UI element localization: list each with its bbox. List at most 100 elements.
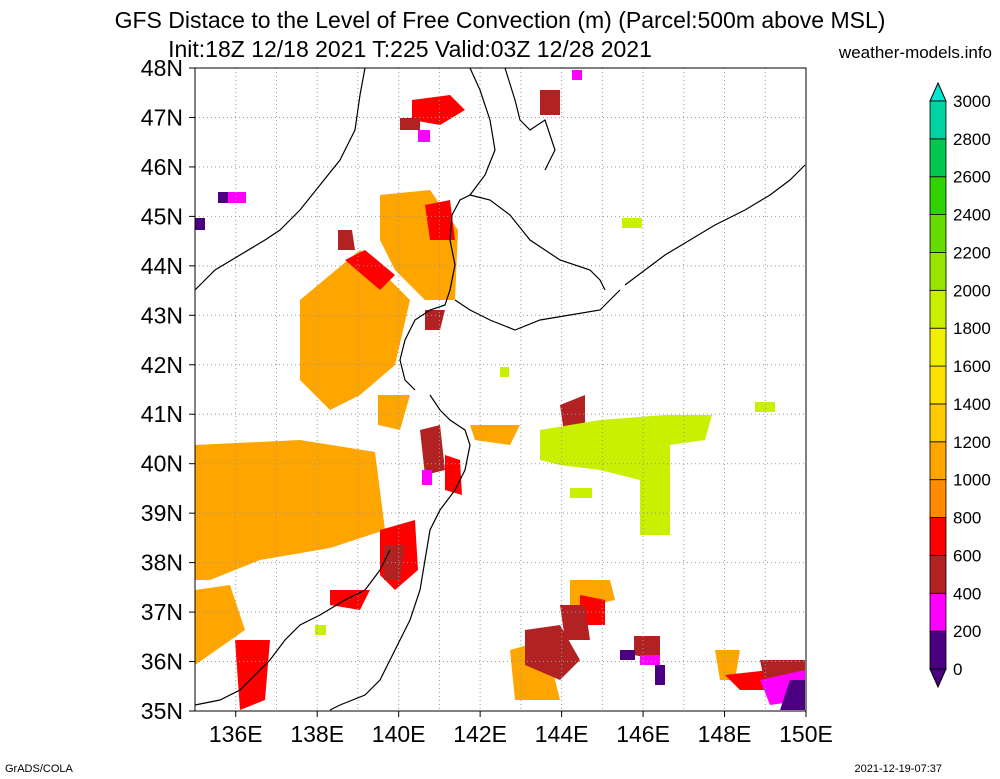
coastline bbox=[399, 67, 496, 391]
map-subtitle: Init:18Z 12/18 2021 T:225 Valid:03Z 12/2… bbox=[168, 36, 652, 62]
lon-tick-label: 140E bbox=[372, 721, 426, 747]
coastline bbox=[504, 67, 556, 171]
colorbar-label: 1400 bbox=[953, 395, 991, 414]
field-patch bbox=[570, 488, 592, 498]
coastline-layer bbox=[194, 67, 806, 711]
lon-tick-label: 146E bbox=[616, 721, 670, 747]
colorbar: 0 200 400 600 800 1000 1200 1400 1600 1800 2000 220… bbox=[929, 81, 991, 689]
field-patch bbox=[425, 310, 445, 330]
colorbar-label: 2400 bbox=[953, 206, 991, 225]
site-label: weather-models.info bbox=[838, 43, 992, 62]
field-patch bbox=[420, 425, 445, 475]
field-patch bbox=[195, 585, 245, 665]
axis-ticks: 136E 138E 140E 142E 144E 146E 148E 150E 35N 36N 37… bbox=[141, 55, 833, 747]
colorbar-cap bbox=[929, 81, 947, 102]
colorbar-swatch bbox=[929, 138, 947, 178]
field-patch bbox=[634, 636, 660, 660]
field-patch bbox=[300, 250, 410, 410]
lon-tick-label: 136E bbox=[209, 721, 263, 747]
lon-tick-label: 150E bbox=[779, 721, 833, 747]
colorbar-swatch bbox=[929, 592, 947, 632]
lon-tick-label: 148E bbox=[698, 721, 752, 747]
field-patch bbox=[540, 90, 560, 115]
lat-tick-label: 48N bbox=[141, 55, 183, 81]
colorbar-label: 1200 bbox=[953, 433, 991, 452]
field-patch bbox=[445, 455, 462, 495]
lat-tick-label: 47N bbox=[141, 104, 183, 130]
lon-tick-label: 138E bbox=[290, 721, 344, 747]
colorbar-label: 2200 bbox=[953, 243, 991, 262]
colorbar-swatch bbox=[929, 555, 947, 594]
map-title: GFS Distace to the Level of Free Convect… bbox=[114, 7, 886, 33]
coastline bbox=[469, 194, 606, 291]
field-patch bbox=[780, 680, 805, 710]
colorbar-swatch bbox=[929, 479, 947, 518]
coastline bbox=[454, 289, 621, 331]
field-patch bbox=[620, 650, 635, 660]
colorbar-swatch bbox=[929, 214, 947, 253]
coastline bbox=[194, 67, 366, 291]
field-patch bbox=[500, 367, 509, 377]
colorbar-label: 1000 bbox=[953, 471, 991, 490]
colorbar-label: 800 bbox=[953, 509, 981, 528]
grid-layer bbox=[194, 67, 807, 712]
lat-tick-label: 45N bbox=[141, 203, 183, 229]
colorbar-swatch bbox=[929, 327, 947, 367]
colorbar-swatch bbox=[929, 252, 947, 291]
field-patch bbox=[418, 130, 430, 142]
field-patch bbox=[235, 640, 270, 710]
field-patch bbox=[422, 470, 432, 485]
colorbar-swatch bbox=[929, 289, 947, 329]
field-patch bbox=[560, 605, 590, 640]
footer-credit: GrADS/COLA bbox=[5, 763, 73, 775]
field-patch bbox=[755, 402, 775, 412]
colorbar-swatch bbox=[929, 100, 947, 140]
lon-tick-label: 142E bbox=[453, 721, 507, 747]
map-frame bbox=[194, 67, 807, 712]
lon-tick-label: 144E bbox=[535, 721, 589, 747]
lat-tick-label: 46N bbox=[141, 154, 183, 180]
colorbar-label: 1800 bbox=[953, 319, 991, 338]
colorbar-swatch bbox=[929, 630, 947, 670]
colorbar-swatch bbox=[929, 517, 947, 556]
field-patch bbox=[195, 218, 205, 230]
coastline bbox=[194, 549, 391, 706]
colorbar-swatch bbox=[929, 176, 947, 216]
lat-tick-label: 36N bbox=[141, 649, 183, 675]
colorbar-swatch bbox=[929, 403, 947, 443]
field-patch bbox=[330, 590, 370, 610]
colorbar-swatch bbox=[929, 441, 947, 481]
lat-tick-label: 44N bbox=[141, 253, 183, 279]
colorbar-cap bbox=[929, 668, 947, 689]
lat-tick-label: 43N bbox=[141, 302, 183, 328]
lat-tick-label: 37N bbox=[141, 599, 183, 625]
lat-tick-label: 35N bbox=[141, 698, 183, 724]
colorbar-label: 600 bbox=[953, 546, 981, 565]
colorbar-label: 2600 bbox=[953, 168, 991, 187]
colorbar-label: 3000 bbox=[953, 92, 991, 111]
field-patch bbox=[655, 665, 665, 685]
colorbar-label: 2000 bbox=[953, 281, 991, 300]
coastline bbox=[624, 164, 806, 286]
colorbar-label: 2800 bbox=[953, 130, 991, 149]
field-patch bbox=[425, 200, 455, 240]
field-patch bbox=[218, 192, 228, 203]
field-patch bbox=[378, 395, 410, 430]
field-patch bbox=[400, 118, 420, 130]
field-patch bbox=[338, 230, 355, 250]
lat-tick-label: 39N bbox=[141, 500, 183, 526]
lat-tick-label: 38N bbox=[141, 550, 183, 576]
field-patch bbox=[384, 545, 405, 580]
field-patch bbox=[540, 415, 712, 535]
field-patch bbox=[470, 425, 520, 445]
field-patch bbox=[228, 192, 246, 203]
lat-tick-label: 42N bbox=[141, 352, 183, 378]
lat-tick-label: 40N bbox=[141, 451, 183, 477]
colorbar-label: 1600 bbox=[953, 357, 991, 376]
lat-tick-label: 41N bbox=[141, 401, 183, 427]
field-patch bbox=[315, 625, 326, 635]
field-patch bbox=[715, 650, 740, 680]
colorbar-label: 400 bbox=[953, 584, 981, 603]
colorbar-swatch bbox=[929, 365, 947, 405]
